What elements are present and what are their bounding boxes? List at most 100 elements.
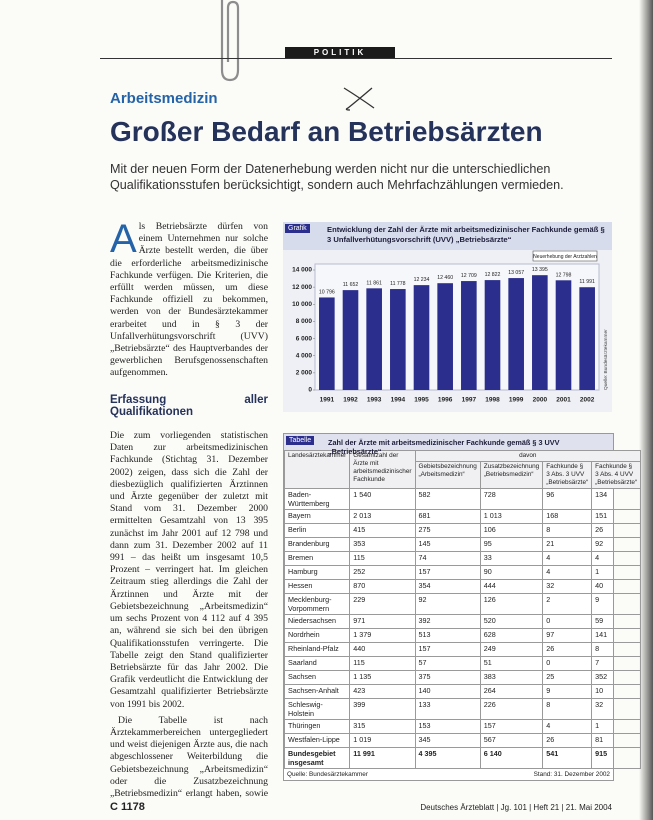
section-label: POLITIK xyxy=(285,47,395,58)
table-row: Hessen 870 354 444 32 40 xyxy=(283,579,642,594)
cell: 870 xyxy=(349,579,416,594)
x-tick-label: 1992 xyxy=(343,397,358,404)
kicker: Arbeitsmedizin xyxy=(110,90,218,107)
paragraph: Die zum vorliegenden statistischen Daten… xyxy=(110,430,268,710)
cell: 96 xyxy=(542,488,593,510)
cell: 0 xyxy=(542,614,593,629)
x-tick-label: 1998 xyxy=(485,397,500,404)
cell: 353 xyxy=(349,537,416,552)
row-label: Bundesgebiet insgesamt xyxy=(283,747,351,769)
x-tick-label: 1996 xyxy=(438,397,453,404)
table: Tabelle Zahl der Ärzte mit arbeitsmedizi… xyxy=(283,433,642,781)
column-header: Landesärztekammer xyxy=(283,450,351,489)
cell: 74 xyxy=(414,551,481,566)
cell: 4 xyxy=(542,551,593,566)
table-row: Baden-Württemberg 1 540 582 728 96 134 xyxy=(283,488,642,510)
cell: 249 xyxy=(479,642,544,657)
table-row: Niedersachsen 971 392 520 0 59 xyxy=(283,614,642,629)
cell: 444 xyxy=(479,579,544,594)
column-header: Fachkunde § 3 Abs. 4 UVV „Betriebsärzte“ xyxy=(591,461,642,489)
x-tick-label: 1995 xyxy=(414,397,429,404)
cell: 354 xyxy=(414,579,481,594)
cell: 153 xyxy=(414,719,481,734)
row-label: Baden-Württemberg xyxy=(283,488,351,510)
cell: 440 xyxy=(349,642,416,657)
value-label: 11 778 xyxy=(390,281,406,287)
cell: 415 xyxy=(349,523,416,538)
table-row: Thüringen 315 153 157 4 1 xyxy=(283,719,642,734)
bar xyxy=(461,281,477,390)
row-label: Bremen xyxy=(283,551,351,566)
value-label: 10 796 xyxy=(319,289,335,295)
row-label: Sachsen xyxy=(283,670,351,685)
value-label: 13 057 xyxy=(508,270,524,276)
journal-line: Deutsches Ärzteblatt | Jg. 101 | Heft 21… xyxy=(420,803,612,812)
cell: 133 xyxy=(414,698,481,720)
table-date: Stand: 31. Dezember 2002 xyxy=(533,771,610,778)
paper-clip xyxy=(220,0,240,82)
cell: 92 xyxy=(414,593,481,615)
drop-cap: A xyxy=(110,221,137,261)
bar xyxy=(366,288,382,390)
data-table: Landesärztekammer Gesamtzahl der Ärzte mi… xyxy=(283,450,642,769)
cell: 275 xyxy=(414,523,481,538)
cell: 32 xyxy=(591,698,642,720)
chart-label: Grafik xyxy=(285,224,310,233)
bar xyxy=(532,275,548,390)
cell: 1 540 xyxy=(349,488,416,510)
row-label: Bayern xyxy=(283,509,351,524)
bar xyxy=(437,283,453,390)
cell: 4 xyxy=(542,719,593,734)
cell: 90 xyxy=(479,565,544,580)
x-tick-label: 1991 xyxy=(320,397,335,404)
value-label: 12 709 xyxy=(461,273,477,279)
cell: 95 xyxy=(479,537,544,552)
cell: 9 xyxy=(542,684,593,699)
cell: 229 xyxy=(349,593,416,615)
cell: 392 xyxy=(414,614,481,629)
table-source: Quelle: Bundesärztekammer xyxy=(287,771,368,778)
bar xyxy=(390,289,406,390)
cell: 51 xyxy=(479,656,544,671)
bar xyxy=(579,287,595,390)
bar xyxy=(319,297,335,390)
cell: 2 013 xyxy=(349,509,416,524)
row-label: Saarland xyxy=(283,656,351,671)
cell: 126 xyxy=(479,593,544,615)
header-rule xyxy=(100,58,612,59)
cell: 7 xyxy=(591,656,642,671)
plot: 0 2 000 4 000 6 000 8 000 10 000 12 000 14 000 1… xyxy=(292,250,609,404)
scan-shadow xyxy=(639,0,653,820)
chart-source: Quelle: Bundesärztekammer xyxy=(603,329,609,390)
row-label: Schleswig-Holstein xyxy=(283,698,351,720)
cell: 1 379 xyxy=(349,628,416,643)
cell: 1 135 xyxy=(349,670,416,685)
cell: 1 xyxy=(591,565,642,580)
header-row: Gebietsbezeichnung „Arbeitsmedizin“ Zusat… xyxy=(285,461,642,489)
plot-background xyxy=(314,263,600,391)
cell: 6 140 xyxy=(479,747,544,769)
cell: 252 xyxy=(349,565,416,580)
row-label: Nordrhein xyxy=(283,628,351,643)
cell: 399 xyxy=(349,698,416,720)
value-label: 12 798 xyxy=(556,272,572,278)
column-header: Gesamtzahl der Ärzte mit arbeitsmedizini… xyxy=(349,450,416,489)
cell: 21 xyxy=(542,537,593,552)
chart: Grafik Entwicklung der Zahl der Ärzte mi… xyxy=(283,222,612,412)
x-tick-label: 2000 xyxy=(533,397,548,404)
cell: 151 xyxy=(591,509,642,524)
row-label: Niedersachsen xyxy=(283,614,351,629)
cell: 40 xyxy=(591,579,642,594)
cell: 10 xyxy=(591,684,642,699)
chart-title: Entwicklung der Zahl der Ärzte mit arbei… xyxy=(327,225,605,244)
table-row: Saarland 115 57 51 0 7 xyxy=(283,656,642,671)
cell: 513 xyxy=(414,628,481,643)
cell: 345 xyxy=(414,733,481,748)
table-row: Sachsen-Anhalt 423 140 264 9 10 xyxy=(283,684,642,699)
x-tick-label: 1997 xyxy=(462,397,477,404)
cell: 2 xyxy=(542,593,593,615)
paragraph: Die Tabelle ist nach Ärztekammerbereiche… xyxy=(110,714,268,801)
cell: 115 xyxy=(349,551,416,566)
row-label: Hessen xyxy=(283,579,351,594)
